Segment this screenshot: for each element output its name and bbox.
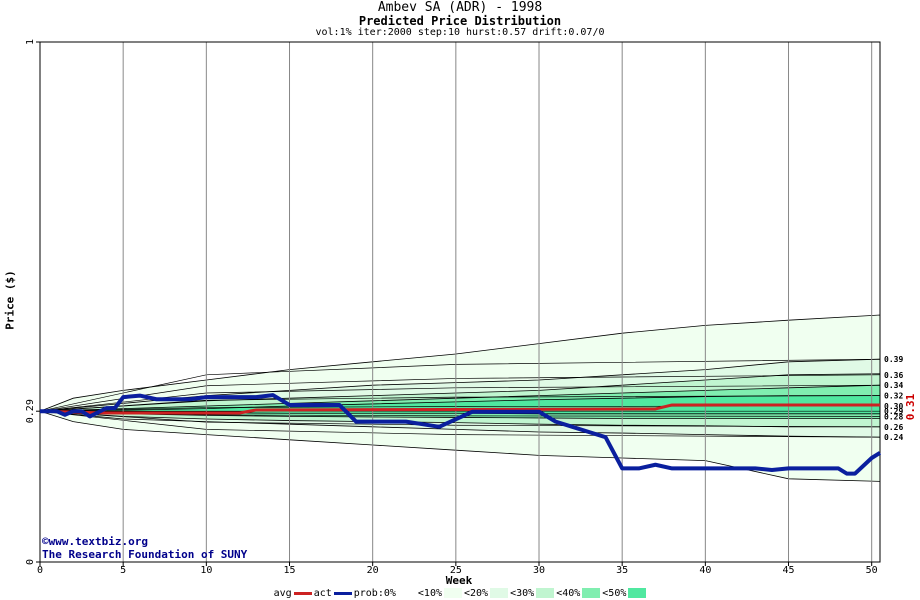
legend-swatch [333,591,352,595]
legend-label: <20% [464,588,489,599]
series-avg [39,403,880,415]
x-tick-label: 35 [616,565,628,576]
legend-swatch [444,588,462,598]
y-axis-label: Price ($) [3,270,17,330]
legend-label: prob:0% [353,588,396,599]
last-price-label: 0.31 [904,393,917,420]
legend-label: avg [273,588,292,599]
x-tick-label: 0 [37,565,43,576]
legend-label: <50% [602,588,627,599]
x-tick-label: 10 [200,565,212,576]
legend-item: <30% [510,588,555,599]
y-tick-label: 1 [25,39,36,45]
band-end-label: 0.24 [884,433,903,442]
x-tick-label: 5 [120,565,126,576]
legend-label: act [313,588,332,599]
legend-label: <40% [556,588,581,599]
plot-frame [39,41,881,563]
credit-org: The Research Foundation of SUNY [42,548,248,561]
x-tick-label: 40 [699,565,711,576]
legend-swatch [293,591,312,595]
legend: avg act prob:0% <10% <20% <30% <40% <50% [0,588,920,599]
band-end-label: 0.30 [884,402,903,411]
x-tick-label: 50 [866,565,878,576]
legend-item: <40% [556,588,601,599]
legend-swatch [628,588,647,598]
legend-swatch [397,588,416,598]
credit-site[interactable]: ©www.textbiz.org [42,535,148,548]
x-tick-label: 20 [367,565,379,576]
chart-subtitle: Predicted Price Distribution [358,14,562,28]
x-tick-label: 30 [533,565,545,576]
series-act [40,393,882,476]
band-end-label: 0.29 [884,407,903,416]
y-tick-label: 0 [25,559,36,565]
chart-params: vol:1% iter:2000 step:10 hurst:0.57 drif… [315,27,605,38]
legend-item: avg [274,588,312,599]
legend-item: <10% [418,588,462,599]
x-tick-label: 25 [450,565,462,576]
band-end-label: 0.32 [884,392,903,401]
legend-item: <20% [464,588,509,599]
band-end-label: 0.26 [884,423,903,432]
x-tick-label: 15 [283,565,295,576]
legend-swatch [490,588,509,598]
legend-item: act [314,588,352,599]
band-end-label: 0.28 [884,412,903,421]
band-end-label: 0.36 [884,371,903,380]
legend-swatch [536,588,555,598]
chart-title: Ambev SA (ADR) - 1998 [377,0,543,15]
band-end-label: 0.34 [884,381,903,390]
y-tick-label: 0.29 [25,399,36,423]
x-tick-label: 45 [782,565,794,576]
band-end-label: 0.39 [884,355,903,364]
legend-label: <10% [417,588,442,599]
plot-background [40,42,880,562]
legend-item: prob:0% [354,588,416,599]
legend-item: <50% [602,588,647,599]
legend-swatch [582,588,601,598]
legend-label: <30% [510,588,535,599]
credit-block: ©www.textbiz.org The Research Foundation… [42,535,247,561]
x-axis-label: Week [445,574,473,587]
